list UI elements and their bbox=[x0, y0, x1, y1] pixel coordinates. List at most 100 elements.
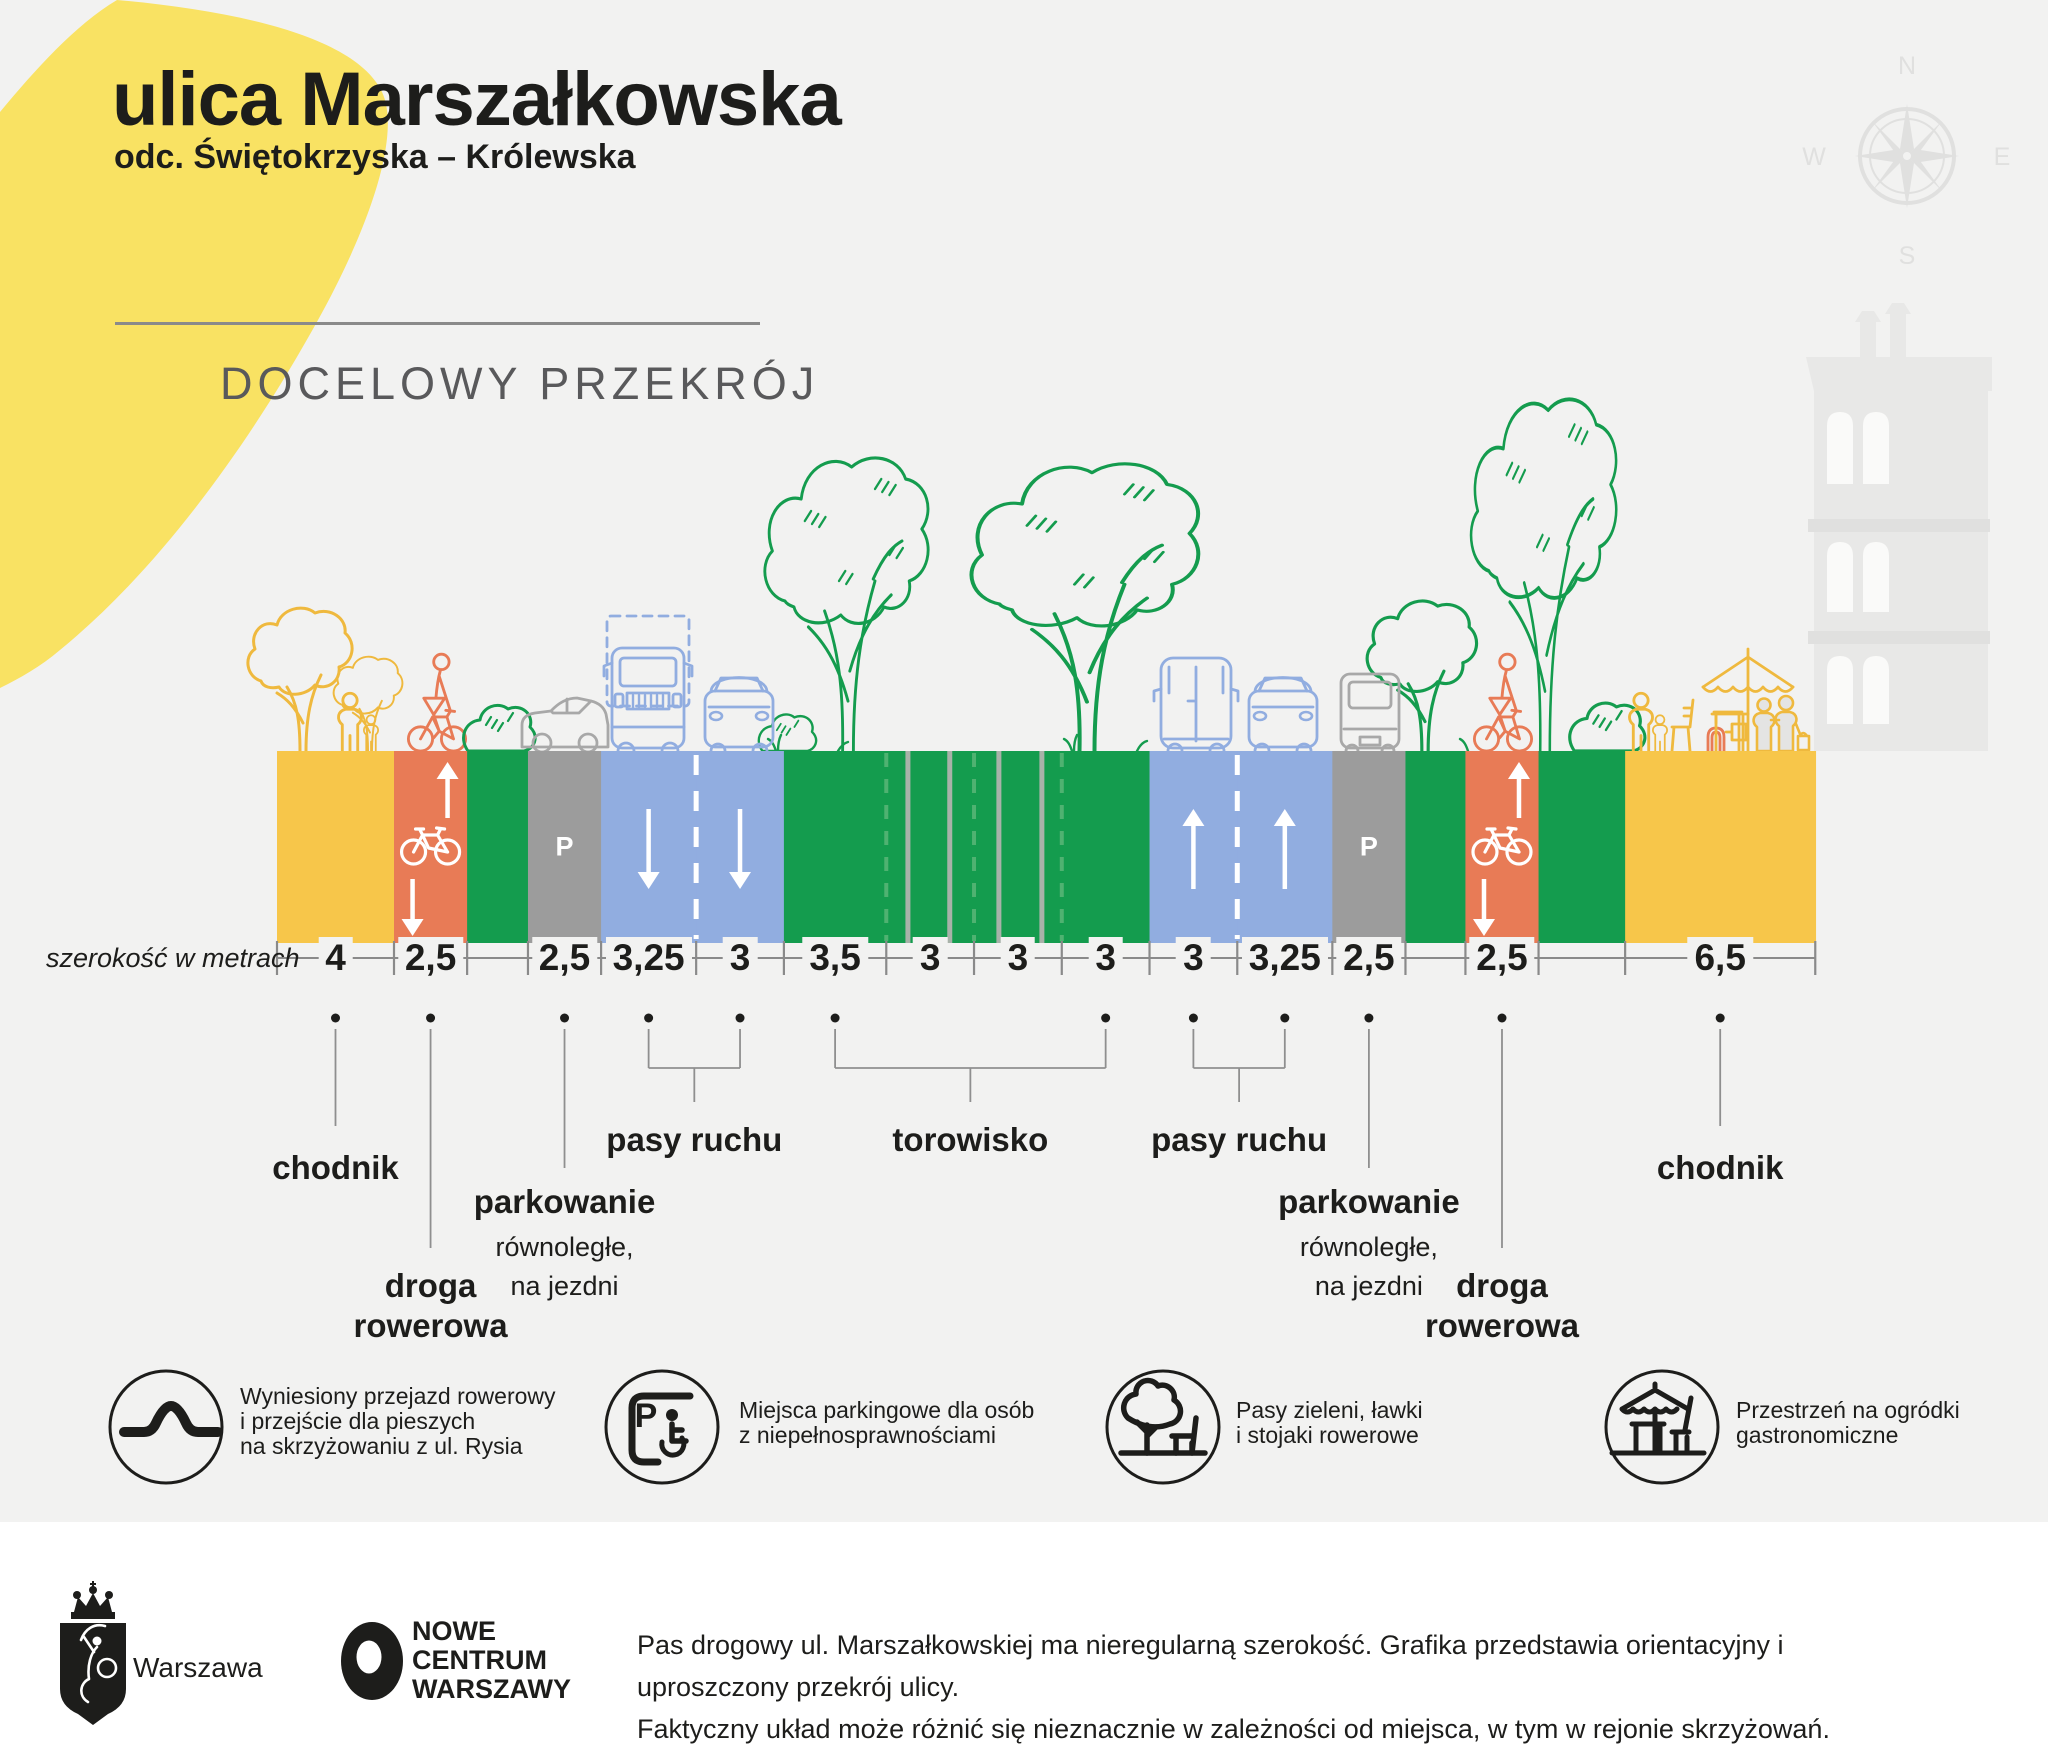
warszawa-label: Warszawa bbox=[133, 1652, 263, 1683]
yellow-blob-decoration bbox=[0, 0, 388, 688]
cross-section-bands bbox=[277, 751, 1817, 943]
band-sidewalk bbox=[277, 751, 395, 943]
table-icon bbox=[1710, 712, 1750, 753]
band-tram bbox=[1061, 751, 1151, 943]
compass-north-label: N bbox=[1898, 52, 1916, 80]
parking-p-marking: P bbox=[555, 831, 574, 862]
width-value: 3 bbox=[1000, 937, 1036, 979]
page-subtitle: odc. Świętokrzyska – Królewska bbox=[114, 138, 636, 176]
pedestrian-icon bbox=[337, 691, 363, 753]
annotation-leader-lines bbox=[331, 1013, 1725, 1248]
annotation-text: parkowanie bbox=[1278, 1183, 1460, 1220]
car-icon bbox=[703, 676, 775, 753]
lane-arrow-head bbox=[637, 872, 660, 889]
disabled-parking-icon: P bbox=[604, 1369, 720, 1485]
truck-icon bbox=[602, 614, 694, 753]
width-value: 3 bbox=[1176, 937, 1211, 979]
annotation-text: chodnik bbox=[1656, 1149, 1784, 1186]
cyclist-icon bbox=[1472, 652, 1534, 753]
ncw-label: NOWE CENTRUM WARSZAWY bbox=[412, 1616, 571, 1704]
band-sidewalk bbox=[1625, 751, 1817, 943]
parasol-icon bbox=[1701, 647, 1795, 753]
annotation-text: pasy ruchu bbox=[1151, 1121, 1328, 1158]
annotation-label-chodnik-right: chodnik bbox=[1657, 1148, 1784, 1188]
ncw-logo bbox=[341, 1622, 403, 1700]
axis-label: szerokość w metrach bbox=[46, 943, 300, 973]
child-icon bbox=[363, 714, 379, 752]
annotation-text: parkowanie bbox=[473, 1183, 656, 1220]
parked-car-icon bbox=[1339, 672, 1401, 753]
legend-item-cafe: Przestrzeń na ogródki gastronomiczne bbox=[1736, 1397, 1960, 1448]
legend-item-greenery: Pasy zieleni, ławki i stojaki rowerowe bbox=[1236, 1397, 1423, 1448]
band-parking bbox=[1332, 751, 1407, 943]
annotation-subtext: równoległe, na jezdni bbox=[1299, 1232, 1438, 1301]
annotation-label-parkowanie-left: parkowanie równoległe, na jezdni bbox=[474, 1182, 656, 1306]
tram-icon bbox=[876, 610, 974, 744]
svg-text:P: P bbox=[635, 1397, 658, 1435]
parked-car-icon bbox=[520, 696, 610, 754]
annotation-dot bbox=[1497, 1013, 1507, 1023]
annotation-subtext: równoległe, na jezdni bbox=[495, 1232, 634, 1301]
annotation-dot bbox=[1101, 1013, 1111, 1023]
section-divider-line bbox=[115, 322, 760, 325]
width-value: 3 bbox=[1088, 937, 1123, 979]
annotation-label-torowisko: torowisko bbox=[892, 1120, 1048, 1160]
lane-arrow-head bbox=[1472, 919, 1495, 936]
grass-icon bbox=[766, 733, 1470, 753]
disclaimer-text: Pas drogowy ul. Marszałkowskiej ma niere… bbox=[637, 1630, 1830, 1744]
annotation-label-chodnik-left: chodnik bbox=[272, 1148, 399, 1188]
annotation-dot bbox=[426, 1013, 436, 1023]
band-green bbox=[1405, 751, 1467, 943]
measurement-layer bbox=[275, 941, 1817, 975]
legend-item-disabled-parking: Miejsca parkingowe dla osób z niepełnosp… bbox=[739, 1397, 1035, 1448]
band-green bbox=[467, 751, 529, 943]
road-markings-layer bbox=[399, 751, 1533, 943]
band-tram bbox=[886, 751, 975, 943]
lane-arrow-head bbox=[1273, 809, 1296, 826]
raised-crossing-icon bbox=[108, 1369, 224, 1485]
annotation-text: torowisko bbox=[892, 1121, 1049, 1158]
legend-item-raised-crossing: Wyniesiony przejazd rowerowy i przejście… bbox=[240, 1383, 556, 1459]
chair-icon bbox=[1670, 698, 1695, 753]
annotation-label-droga-right: droga rowerowa bbox=[1425, 1266, 1579, 1346]
bicycle-icon bbox=[1471, 826, 1533, 866]
annotation-dot bbox=[644, 1013, 654, 1023]
scenery-layer bbox=[246, 397, 1811, 754]
child-icon bbox=[1652, 714, 1668, 752]
annotation-text: chodnik bbox=[272, 1149, 399, 1186]
annotation-text: droga rowerowa bbox=[353, 1267, 508, 1344]
annotation-dot bbox=[1715, 1013, 1725, 1023]
compass-east-label: E bbox=[1994, 143, 2011, 171]
lane-arrow-head bbox=[436, 762, 459, 779]
couple-icon bbox=[1752, 694, 1811, 753]
annotation-text: droga rowerowa bbox=[1424, 1267, 1580, 1344]
width-value: 3 bbox=[912, 937, 948, 979]
footer-logos bbox=[60, 1581, 403, 1725]
parking-p-marking: P bbox=[1359, 831, 1378, 862]
annotation-dot bbox=[1280, 1013, 1290, 1023]
width-value: 6,5 bbox=[1687, 937, 1753, 979]
width-value: 3,25 bbox=[1241, 937, 1328, 979]
tree-icon bbox=[763, 456, 930, 753]
legend-icons: P bbox=[108, 1369, 1720, 1485]
width-value: 2,5 bbox=[1336, 937, 1402, 979]
lane-arrow-head bbox=[1182, 809, 1205, 826]
greenery-bench-icon bbox=[1105, 1369, 1221, 1485]
tree-icon bbox=[969, 461, 1201, 753]
width-value: 2,5 bbox=[531, 937, 598, 979]
section-heading: DOCELOWY PRZEKRÓJ bbox=[220, 358, 820, 409]
bush-icon bbox=[462, 703, 537, 753]
van-icon bbox=[1152, 656, 1240, 753]
annotation-dot bbox=[735, 1013, 745, 1023]
tram-icon bbox=[973, 610, 1071, 744]
car-icon bbox=[1247, 676, 1319, 753]
annotation-dot bbox=[830, 1013, 840, 1023]
lane-arrow-head bbox=[1507, 762, 1530, 779]
width-value: 2,5 bbox=[397, 937, 464, 979]
annotation-label-pasy-ruchu-right: pasy ruchu bbox=[1151, 1120, 1327, 1160]
band-tram bbox=[783, 751, 888, 943]
lane-arrow-head bbox=[729, 872, 752, 889]
lane-arrow-head bbox=[401, 919, 424, 936]
